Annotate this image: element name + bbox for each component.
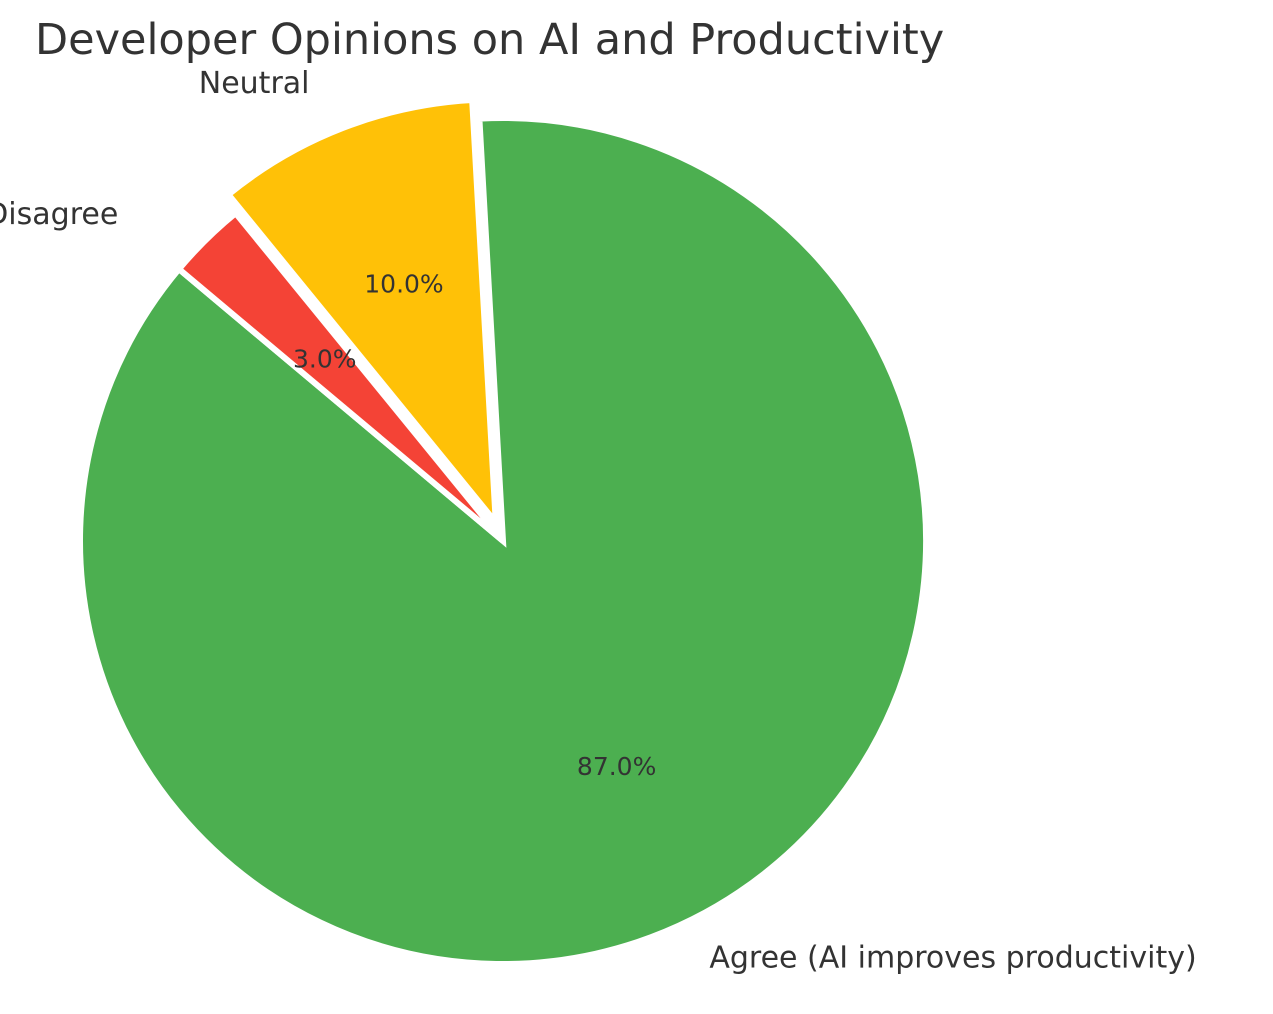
label-agree: Agree (AI improves productivity): [709, 941, 1196, 976]
pct-label-agree: 87.0%: [577, 752, 656, 781]
pie-labels: Agree (AI improves productivity) 87.0% Neu…: [0, 66, 1197, 976]
chart-title: Developer Opinions on AI and Productivit…: [35, 15, 944, 65]
label-disagree: Disagree: [0, 197, 118, 232]
slice-disagree: [174, 208, 506, 544]
pct-label-disagree: 3.0%: [293, 344, 357, 373]
label-neutral: Neutral: [199, 66, 310, 101]
pct-label-neutral: 10.0%: [364, 270, 443, 299]
pie-slices: [77, 96, 929, 967]
slice-neutral: [224, 96, 500, 532]
